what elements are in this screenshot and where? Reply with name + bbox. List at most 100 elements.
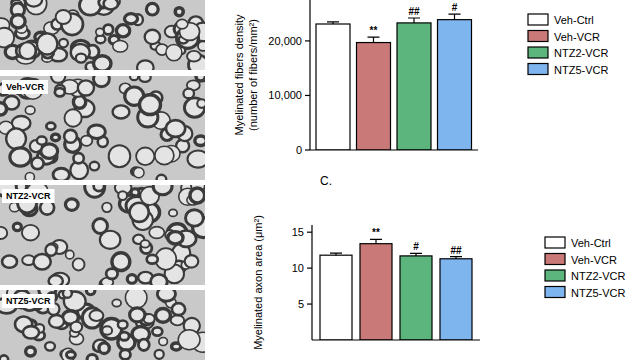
bars: [316, 14, 472, 150]
error-bar: [449, 14, 461, 19]
fiber: [197, 99, 205, 108]
fiber: [99, 343, 109, 354]
fiber: [2, 256, 17, 268]
significance: #: [452, 2, 458, 13]
fiber: [64, 109, 81, 126]
legend-label: Veh-VCR: [571, 254, 617, 266]
y-tick-label: 10,000: [268, 89, 302, 101]
fiber: [0, 355, 8, 360]
y-axis-label-line: (number of fibers/mm²): [247, 19, 259, 131]
fiber: [85, 185, 105, 197]
legend-swatch: [528, 14, 548, 25]
fiber: [73, 153, 83, 163]
bar: [397, 23, 431, 150]
micrograph-bg: [0, 290, 205, 360]
legend-label: NTZ5-VCR: [554, 64, 608, 76]
fiber: [141, 240, 150, 247]
fiber: [37, 33, 57, 54]
fiber: [25, 0, 42, 7]
fiber: [155, 146, 174, 164]
fiber: [87, 354, 97, 360]
fiber: [118, 191, 127, 200]
fiber: [70, 322, 82, 333]
panel-title: C.: [320, 174, 332, 188]
fiber: [10, 148, 31, 166]
fiber: [23, 326, 39, 338]
legend-label: Veh-Ctrl: [571, 237, 611, 249]
fiber: [49, 315, 64, 328]
micrograph: [0, 185, 205, 285]
legend-swatch: [545, 237, 565, 248]
fiber: [66, 352, 75, 359]
fiber: [116, 25, 129, 37]
fiber: [46, 123, 55, 130]
fiber: [41, 144, 58, 159]
fiber: [152, 327, 162, 335]
micrograph-bg: [0, 185, 205, 285]
fiber: [168, 232, 183, 244]
fiber: [172, 303, 185, 315]
label-box: [2, 294, 55, 308]
fiber: [104, 0, 118, 9]
legend-swatch: [528, 31, 548, 42]
fiber: [149, 227, 164, 239]
fiber: [106, 269, 117, 279]
fiber: [49, 275, 63, 285]
fiber: [133, 167, 144, 177]
fiber: [186, 210, 204, 226]
fiber: [125, 14, 138, 24]
bar: [316, 24, 350, 150]
fiber: [151, 274, 168, 285]
fiber: [139, 95, 160, 115]
fiber: [13, 223, 21, 231]
fiber: [183, 89, 194, 99]
fiber: [157, 175, 167, 180]
fiber: [146, 3, 158, 15]
significance: #: [413, 241, 419, 252]
legend-swatch: [545, 287, 565, 298]
fiber: [94, 185, 104, 191]
fiber: [138, 339, 149, 350]
x-axis: [310, 149, 478, 150]
fiber: [147, 255, 158, 264]
micrograph-label: NTZ2-VCR: [6, 191, 51, 201]
error-bar: [450, 257, 462, 259]
error-bar: [368, 37, 380, 42]
y-axis-label: Myelinated axon area (μm²): [252, 215, 264, 350]
micrograph-label: Veh-VCR: [6, 82, 45, 92]
micrograph: [0, 76, 205, 180]
fiber: [190, 188, 205, 203]
fiber: [113, 40, 128, 52]
fiber: [145, 30, 160, 44]
fiber: [53, 168, 69, 180]
y-tick-label: 10: [292, 262, 304, 274]
fiber: [73, 258, 85, 270]
bar: [400, 256, 432, 340]
fiber: [37, 136, 47, 144]
fiber: [169, 209, 177, 216]
fiber: [59, 39, 68, 47]
fiber: [33, 254, 50, 270]
significance: ##: [450, 245, 462, 256]
fiber: [86, 290, 94, 295]
micrograph-label: NTZ5-VCR: [6, 296, 51, 306]
fiber: [175, 8, 183, 16]
y-tick: [307, 268, 312, 269]
fiber: [61, 348, 74, 360]
fiber: [25, 106, 35, 114]
fiber: [0, 103, 7, 115]
significance: **: [370, 25, 378, 36]
error-bar: [327, 22, 339, 24]
fiber: [65, 199, 78, 210]
bar: [320, 255, 352, 340]
y-tick: [305, 149, 310, 150]
legend-swatch: [545, 270, 565, 281]
label-box: [2, 189, 55, 203]
fiber: [155, 350, 164, 359]
fiber: [22, 225, 39, 241]
fiber: [188, 150, 205, 167]
fiber: [157, 290, 175, 301]
fiber: [32, 158, 44, 170]
fiber: [25, 173, 34, 180]
fiber: [166, 120, 185, 137]
